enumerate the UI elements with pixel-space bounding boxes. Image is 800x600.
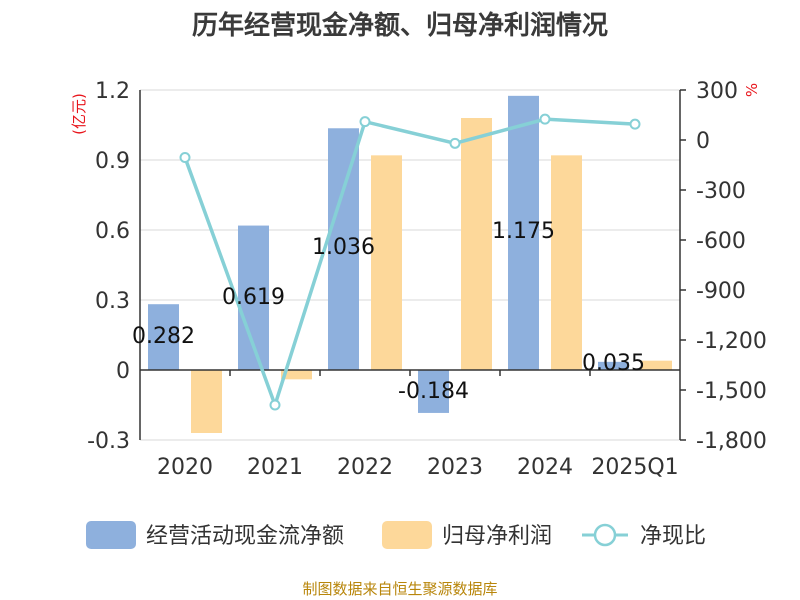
bar-cashflow (598, 361, 629, 370)
right-tick-label: -900 (696, 279, 746, 304)
right-tick-label: -1,800 (696, 429, 767, 454)
bar-net-profit (281, 370, 312, 380)
bar-net-profit (641, 360, 672, 370)
right-tick-label: 300 (696, 79, 738, 104)
axes (139, 89, 686, 441)
legend-label-net-profit: 归母净利润 (442, 524, 552, 549)
bar-net-profit (191, 370, 222, 433)
legend-marker-ratio (593, 523, 617, 547)
bar-net-profit (461, 118, 492, 370)
left-tick-label: 1.2 (95, 79, 130, 104)
ratio-point (449, 137, 461, 149)
legend: 经营活动现金流净额 归母净利润 净现比 (86, 521, 706, 549)
left-tick-label: -0.3 (87, 429, 130, 454)
legend-label-cashflow: 经营活动现金流净额 (146, 524, 344, 549)
ratio-line-path (183, 117, 636, 411)
right-tick-label: -1,500 (696, 379, 767, 404)
bar-net-profit (371, 155, 402, 370)
right-tick-label: -1,200 (696, 329, 767, 354)
chart-title: 历年经营现金净额、归母净利润情况 (192, 10, 608, 41)
left-tick-label: 0.9 (95, 149, 130, 174)
bar-cashflow (328, 128, 359, 370)
bar-data-label: 1.175 (492, 219, 555, 244)
category-label: 2025Q1 (591, 455, 678, 480)
ratio-point (629, 118, 641, 130)
ratio-point (539, 113, 551, 125)
category-label: 2020 (157, 455, 213, 480)
right-tick-label: -300 (696, 179, 746, 204)
right-axis-unit: % (743, 83, 761, 97)
source-note: 制图数据来自恒生聚源数据库 (302, 580, 497, 598)
legend-label-ratio: 净现比 (640, 524, 706, 549)
bar-data-label: 1.036 (312, 235, 375, 260)
bar-cashflow (508, 95, 539, 370)
ratio-point (269, 399, 281, 411)
legend-swatch-cashflow (86, 521, 136, 549)
left-tick-label: 0 (116, 359, 130, 384)
left-axis-unit: (亿元) (70, 93, 88, 135)
tick-labels: -0.3 0 0.3 0.6 0.9 1.2 -1,800 -1,500 -1,200 -900 -… (87, 79, 767, 480)
ratio-point (359, 116, 371, 128)
category-label: 2024 (517, 455, 573, 480)
category-label: 2023 (427, 455, 483, 480)
bar-data-label: 0.282 (132, 324, 195, 349)
bar-data-label: 0.619 (222, 285, 285, 310)
bar-data-label: -0.184 (398, 379, 469, 404)
right-tick-label: 0 (696, 129, 710, 154)
bar-cashflow (148, 304, 179, 370)
legend-swatch-net-profit (382, 521, 432, 549)
bar-data-label: 0.035 (582, 351, 645, 376)
bar-net-profit (551, 155, 582, 370)
category-label: 2022 (337, 455, 393, 480)
ratio-point (179, 152, 191, 163)
left-tick-label: 0.3 (95, 289, 130, 314)
data-labels: 0.282 0.619 1.036 -0.184 1.175 0.035 (132, 219, 645, 404)
left-tick-label: 0.6 (95, 219, 130, 244)
bar-cashflow (418, 370, 449, 413)
right-tick-label: -600 (696, 229, 746, 254)
category-label: 2021 (247, 455, 303, 480)
ratio-line (179, 113, 641, 411)
